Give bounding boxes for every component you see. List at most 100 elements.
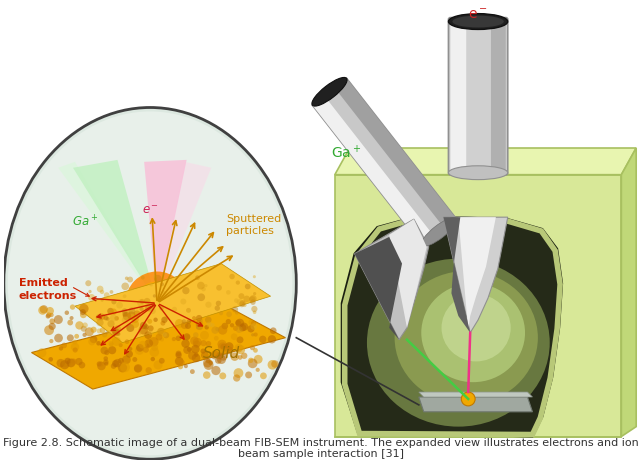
Circle shape [49, 357, 53, 362]
Circle shape [112, 360, 119, 367]
Circle shape [175, 352, 182, 358]
Polygon shape [58, 163, 157, 303]
Text: Ga$^+$: Ga$^+$ [331, 144, 361, 161]
Polygon shape [444, 218, 508, 333]
Circle shape [123, 313, 131, 321]
Circle shape [195, 276, 200, 280]
Circle shape [250, 295, 257, 302]
Polygon shape [313, 79, 456, 246]
Circle shape [218, 325, 227, 335]
Ellipse shape [449, 166, 508, 180]
Circle shape [230, 323, 234, 328]
Circle shape [123, 295, 126, 299]
Circle shape [220, 344, 227, 350]
Circle shape [179, 360, 185, 365]
Circle shape [155, 334, 162, 341]
Circle shape [126, 350, 133, 358]
Circle shape [139, 325, 148, 335]
Circle shape [183, 346, 191, 354]
Circle shape [128, 347, 132, 351]
Circle shape [215, 327, 220, 332]
Polygon shape [354, 219, 429, 340]
Circle shape [103, 316, 108, 321]
Circle shape [67, 359, 75, 368]
Circle shape [141, 276, 144, 280]
Circle shape [151, 357, 155, 362]
Circle shape [134, 365, 141, 373]
Circle shape [237, 337, 243, 344]
Circle shape [231, 334, 238, 340]
Circle shape [75, 358, 83, 365]
Circle shape [139, 332, 142, 335]
Circle shape [219, 352, 227, 361]
Circle shape [201, 351, 209, 359]
Circle shape [207, 322, 213, 328]
Circle shape [175, 319, 184, 328]
Circle shape [144, 339, 153, 348]
Circle shape [148, 325, 153, 332]
Circle shape [159, 358, 165, 364]
Circle shape [79, 304, 89, 313]
Circle shape [71, 343, 79, 351]
Circle shape [245, 284, 250, 290]
Circle shape [202, 287, 206, 292]
Circle shape [245, 372, 252, 379]
Text: Sputtered
particles: Sputtered particles [226, 213, 281, 236]
Circle shape [161, 317, 168, 323]
Circle shape [121, 283, 129, 290]
Circle shape [143, 347, 149, 353]
Circle shape [119, 344, 123, 347]
Circle shape [235, 320, 241, 326]
Circle shape [176, 351, 182, 357]
Circle shape [184, 364, 188, 369]
Circle shape [148, 331, 153, 336]
Circle shape [105, 332, 108, 334]
Circle shape [110, 309, 117, 315]
Circle shape [54, 334, 63, 343]
Circle shape [49, 339, 53, 344]
Polygon shape [73, 161, 157, 303]
Circle shape [123, 312, 128, 317]
Ellipse shape [367, 259, 550, 427]
Circle shape [243, 303, 247, 307]
Circle shape [215, 357, 221, 364]
Circle shape [46, 313, 51, 318]
Circle shape [74, 334, 79, 339]
Circle shape [219, 312, 223, 316]
Circle shape [100, 290, 104, 294]
Circle shape [196, 315, 202, 322]
Circle shape [159, 306, 164, 311]
Circle shape [181, 322, 188, 329]
Polygon shape [458, 218, 496, 330]
Circle shape [73, 340, 77, 344]
Circle shape [103, 360, 108, 365]
Polygon shape [354, 238, 402, 340]
Text: Figure 2.8. Schematic image of a dual-beam FIB-SEM instrument. The expanded view: Figure 2.8. Schematic image of a dual-be… [3, 437, 639, 458]
Circle shape [144, 332, 152, 339]
Circle shape [238, 294, 245, 300]
Circle shape [186, 335, 190, 339]
Circle shape [234, 299, 239, 303]
Circle shape [96, 319, 103, 326]
Circle shape [144, 298, 150, 305]
Circle shape [268, 335, 276, 344]
Circle shape [140, 322, 147, 329]
Circle shape [227, 312, 232, 317]
Circle shape [186, 308, 191, 313]
Text: Ga$^+$: Ga$^+$ [72, 214, 98, 229]
Circle shape [108, 346, 116, 355]
Circle shape [125, 340, 129, 344]
Circle shape [217, 355, 226, 364]
Circle shape [270, 328, 277, 334]
Circle shape [44, 325, 54, 335]
Circle shape [251, 321, 256, 326]
Circle shape [118, 363, 127, 373]
Circle shape [132, 316, 139, 323]
Circle shape [268, 360, 277, 370]
Ellipse shape [442, 294, 510, 362]
Circle shape [90, 336, 98, 344]
FancyBboxPatch shape [491, 19, 506, 174]
Circle shape [107, 331, 112, 336]
Circle shape [108, 341, 114, 346]
Circle shape [191, 345, 200, 354]
